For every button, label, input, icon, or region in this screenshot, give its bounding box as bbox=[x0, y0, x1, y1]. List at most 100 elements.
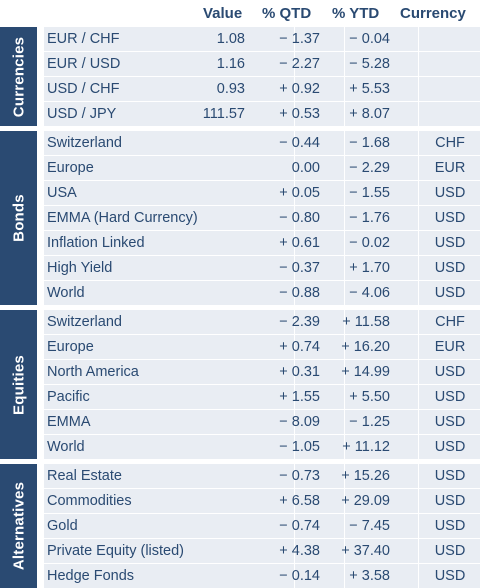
column-divider bbox=[344, 310, 345, 334]
row-ytd: − 2.29 bbox=[349, 160, 390, 176]
row-name: High Yield bbox=[47, 260, 113, 276]
row-name: EMMA bbox=[47, 414, 91, 430]
section-equities: Equities Switzerland − 2.39 + 11.58 CHF Europ… bbox=[0, 310, 480, 459]
row-currency: USD bbox=[434, 260, 466, 276]
column-divider bbox=[418, 335, 419, 359]
table-row: Inflation Linked + 0.61 − 0.02 USD bbox=[44, 231, 480, 255]
table-row: EUR / USD 1.16 − 2.27 − 5.28 bbox=[44, 52, 480, 76]
row-name: Switzerland bbox=[47, 314, 122, 330]
row-name: Commodities bbox=[47, 493, 132, 509]
table-row: Hedge Fonds − 0.14 + 3.58 USD bbox=[44, 564, 480, 588]
row-qtd: 0.00 bbox=[291, 160, 320, 176]
row-currency: USD bbox=[434, 543, 466, 559]
row-value: 1.08 bbox=[216, 31, 245, 47]
column-divider bbox=[344, 435, 345, 459]
row-name: Gold bbox=[47, 518, 78, 534]
column-divider bbox=[294, 310, 295, 334]
table-row: Commodities + 6.58 + 29.09 USD bbox=[44, 489, 480, 513]
row-currency: USD bbox=[434, 210, 466, 226]
column-divider bbox=[344, 77, 345, 101]
column-divider bbox=[418, 360, 419, 384]
table-row: Private Equity (listed) + 4.38 + 37.40 USD bbox=[44, 539, 480, 563]
column-divider bbox=[418, 514, 419, 538]
column-divider bbox=[418, 564, 419, 588]
row-name: Private Equity (listed) bbox=[47, 543, 184, 559]
column-divider bbox=[294, 181, 295, 205]
column-divider bbox=[344, 489, 345, 513]
row-ytd: + 37.40 bbox=[341, 543, 390, 559]
column-divider bbox=[418, 410, 419, 434]
table-row: World − 0.88 − 4.06 USD bbox=[44, 281, 480, 305]
row-qtd: − 1.37 bbox=[279, 31, 320, 47]
row-currency bbox=[421, 77, 479, 101]
row-ytd: − 0.04 bbox=[349, 31, 390, 47]
column-divider bbox=[294, 464, 295, 488]
row-ytd: − 1.55 bbox=[349, 185, 390, 201]
row-ytd: − 0.02 bbox=[349, 235, 390, 251]
column-divider bbox=[294, 281, 295, 305]
column-divider bbox=[294, 514, 295, 538]
table-row: EUR / CHF 1.08 − 1.37 − 0.04 bbox=[44, 27, 480, 51]
column-divider bbox=[344, 564, 345, 588]
column-divider bbox=[344, 256, 345, 280]
section-label: Alternatives bbox=[10, 481, 27, 571]
row-qtd: + 0.05 bbox=[279, 185, 320, 201]
column-divider bbox=[344, 231, 345, 255]
row-name: World bbox=[47, 285, 85, 301]
section-label-bar: Currencies bbox=[0, 27, 37, 126]
row-qtd: − 0.37 bbox=[279, 260, 320, 276]
section-label-bar: Alternatives bbox=[0, 464, 37, 588]
column-divider bbox=[344, 281, 345, 305]
table-header: Value % QTD % YTD Currency bbox=[0, 0, 480, 27]
section-currencies: Currencies EUR / CHF 1.08− 1.37− 0.04 EUR /… bbox=[0, 27, 480, 126]
row-currency: USD bbox=[434, 568, 466, 584]
column-divider bbox=[344, 52, 345, 76]
column-divider bbox=[294, 27, 295, 51]
row-currency: CHF bbox=[435, 314, 465, 330]
row-name: Pacific bbox=[47, 389, 90, 405]
section-alternatives: Alternatives Real Estate − 0.73 + 15.26 USD C… bbox=[0, 464, 480, 588]
row-qtd: − 8.09 bbox=[279, 414, 320, 430]
column-divider bbox=[344, 360, 345, 384]
table-row: Pacific + 1.55 + 5.50 USD bbox=[44, 385, 480, 409]
row-name: EMMA (Hard Currency) bbox=[47, 210, 198, 226]
header-value: Value bbox=[203, 5, 243, 22]
column-divider bbox=[294, 335, 295, 359]
column-divider bbox=[344, 539, 345, 563]
column-divider bbox=[344, 206, 345, 230]
section-label: Bonds bbox=[10, 194, 27, 242]
table-row: EMMA − 8.09 − 1.25 USD bbox=[44, 410, 480, 434]
row-ytd: + 14.99 bbox=[341, 364, 390, 380]
row-ytd: + 11.58 bbox=[342, 314, 390, 330]
table-row: High Yield − 0.37 + 1.70 USD bbox=[44, 256, 480, 280]
row-qtd: − 0.44 bbox=[279, 135, 320, 151]
column-divider bbox=[418, 385, 419, 409]
row-name: Inflation Linked bbox=[47, 235, 145, 251]
row-ytd: + 11.12 bbox=[342, 439, 390, 455]
row-ytd: + 1.70 bbox=[349, 260, 390, 276]
row-name: USD / JPY bbox=[47, 106, 117, 122]
column-divider bbox=[418, 181, 419, 205]
row-ytd: + 5.50 bbox=[349, 389, 390, 405]
row-currency: USD bbox=[434, 493, 466, 509]
column-divider bbox=[418, 464, 419, 488]
section-bonds: Bonds Switzerland − 0.44 − 1.68 CHF Europe 0.0… bbox=[0, 131, 480, 305]
column-divider bbox=[294, 156, 295, 180]
table-row: Gold − 0.74 − 7.45 USD bbox=[44, 514, 480, 538]
table-row: EMMA (Hard Currency) − 0.80 − 1.76 USD bbox=[44, 206, 480, 230]
column-divider bbox=[294, 102, 295, 126]
column-divider bbox=[344, 27, 345, 51]
header-ytd: % YTD bbox=[332, 5, 380, 22]
column-divider bbox=[418, 77, 419, 101]
row-ytd: − 1.25 bbox=[349, 414, 390, 430]
row-currency: USD bbox=[434, 364, 466, 380]
row-name: Switzerland bbox=[47, 135, 122, 151]
row-qtd: + 0.74 bbox=[279, 339, 320, 355]
row-name: USA bbox=[47, 185, 77, 201]
table-row: Switzerland − 0.44 − 1.68 CHF bbox=[44, 131, 480, 155]
row-ytd: + 29.09 bbox=[341, 493, 390, 509]
row-qtd: + 0.31 bbox=[279, 364, 320, 380]
row-qtd: − 0.14 bbox=[279, 568, 320, 584]
column-divider bbox=[344, 156, 345, 180]
row-ytd: + 8.07 bbox=[349, 106, 390, 122]
